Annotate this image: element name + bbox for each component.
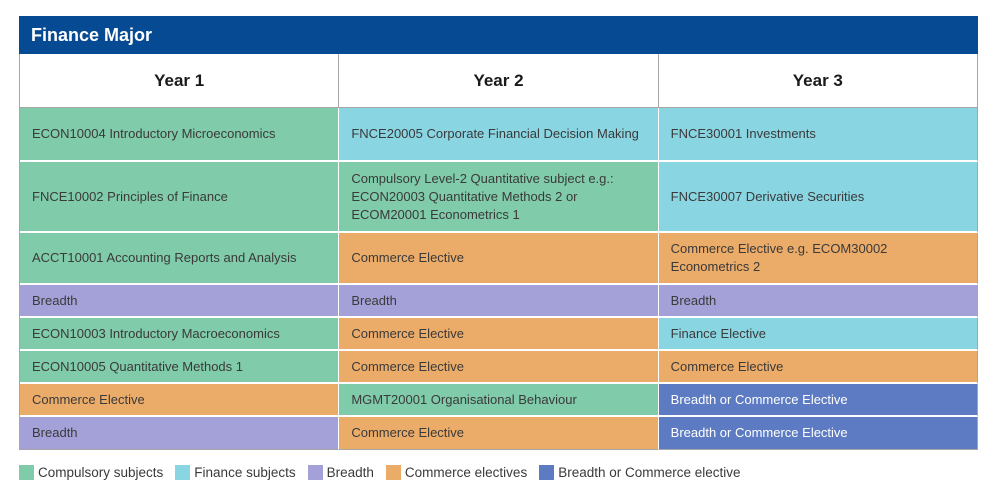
- table-title: Finance Major: [19, 16, 978, 54]
- subject-cell-year-3: Commerce Elective: [658, 351, 978, 384]
- subject-cell-year-2: Commerce Elective: [339, 351, 659, 384]
- finance-major-table: Finance Major Year 1 Year 2 Year 3 ECON1…: [19, 16, 978, 450]
- subject-cell-year-2: MGMT20001 Organisational Behaviour: [339, 384, 659, 417]
- subject-cell-year-1: Breadth: [20, 417, 340, 450]
- legend-item-boc: Breadth or Commerce elective: [539, 465, 741, 480]
- legend-swatch: [385, 465, 401, 480]
- table-row: ECON10004 Introductory Microeconomics FNC…: [20, 108, 978, 162]
- table-row: Breadth Commerce Elective Breadth or Comme…: [20, 417, 978, 450]
- subject-cell-year-1: ECON10004 Introductory Microeconomics: [20, 108, 340, 162]
- table-row: ACCT10001 Accounting Reports and Analysi…: [20, 233, 978, 285]
- header-year-3: Year 3: [658, 54, 978, 108]
- legend-swatch: [19, 465, 34, 480]
- subject-cell-year-3: Breadth or Commerce Elective: [658, 417, 978, 450]
- legend-label: Finance subjects: [194, 465, 296, 480]
- subject-cell-year-2: Breadth: [339, 285, 659, 318]
- subject-cell-year-2: Compulsory Level-2 Quantitative subject …: [339, 162, 659, 233]
- legend-label: Commerce electives: [404, 465, 528, 480]
- header-row: Year 1 Year 2 Year 3: [20, 54, 978, 108]
- subject-cell-year-3: FNCE30007 Derivative Securities: [658, 162, 978, 233]
- table-row: ECON10003 Introductory Macroeconomics Com…: [20, 318, 978, 351]
- subject-cell-year-2: FNCE20005 Corporate Financial Decision M…: [339, 108, 659, 162]
- legend: Compulsory subjects Finance subjects Bread…: [19, 465, 753, 480]
- legend-item-compulsory: Compulsory subjects: [19, 465, 163, 480]
- subject-cell-year-3: FNCE30001 Investments: [658, 108, 978, 162]
- legend-item-commerce: Commerce electives: [385, 465, 528, 480]
- subject-cell-year-2: Commerce Elective: [339, 417, 659, 450]
- subject-cell-year-1: Breadth: [20, 285, 340, 318]
- subject-cell-year-1: Commerce Elective: [20, 384, 340, 417]
- subject-cell-year-2: Commerce Elective: [339, 233, 659, 285]
- subject-cell-year-3: Finance Elective: [658, 318, 978, 351]
- legend-label: Compulsory subjects: [38, 465, 164, 480]
- subject-cell-year-3: Breadth: [658, 285, 978, 318]
- table-row: Commerce Elective MGMT20001 Organisationa…: [20, 384, 978, 417]
- subject-cell-year-3: Breadth or Commerce Elective: [658, 384, 978, 417]
- table-row: ECON10005 Quantitative Methods 1 Commerce…: [20, 351, 978, 384]
- legend-swatch: [539, 465, 555, 480]
- legend-item-finance: Finance subjects: [175, 465, 296, 480]
- table-row: Breadth Breadth Breadth: [20, 285, 978, 318]
- table-body: ECON10004 Introductory Microeconomics FNC…: [20, 108, 978, 450]
- header-year-2: Year 2: [339, 54, 659, 108]
- legend-swatch: [307, 465, 323, 480]
- subject-cell-year-2: Commerce Elective: [339, 318, 659, 351]
- legend-label: Breadth or Commerce elective: [558, 465, 741, 480]
- subject-cell-year-1: ECON10005 Quantitative Methods 1: [20, 351, 340, 384]
- subject-cell-year-3: Commerce Elective e.g. ECOM30002 Econome…: [658, 233, 978, 285]
- legend-label: Breadth: [326, 465, 374, 480]
- subject-cell-year-1: FNCE10002 Principles of Finance: [20, 162, 340, 233]
- legend-item-breadth: Breadth: [307, 465, 374, 480]
- table-row: FNCE10002 Principles of Finance Compulsor…: [20, 162, 978, 233]
- subject-cell-year-1: ACCT10001 Accounting Reports and Analysi…: [20, 233, 340, 285]
- header-year-1: Year 1: [20, 54, 340, 108]
- subject-cell-year-1: ECON10003 Introductory Macroeconomics: [20, 318, 340, 351]
- legend-swatch: [175, 465, 191, 480]
- table-grid: Year 1 Year 2 Year 3 ECON10004 Introduct…: [19, 54, 978, 450]
